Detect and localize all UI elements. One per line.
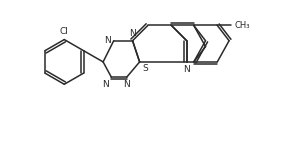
Text: S: S: [143, 64, 148, 73]
Text: N: N: [104, 36, 111, 45]
Text: N: N: [183, 65, 190, 74]
Text: CH₃: CH₃: [235, 21, 250, 30]
Text: Cl: Cl: [60, 28, 69, 37]
Text: N: N: [123, 80, 130, 89]
Text: N: N: [102, 80, 109, 89]
Text: N: N: [129, 29, 136, 38]
